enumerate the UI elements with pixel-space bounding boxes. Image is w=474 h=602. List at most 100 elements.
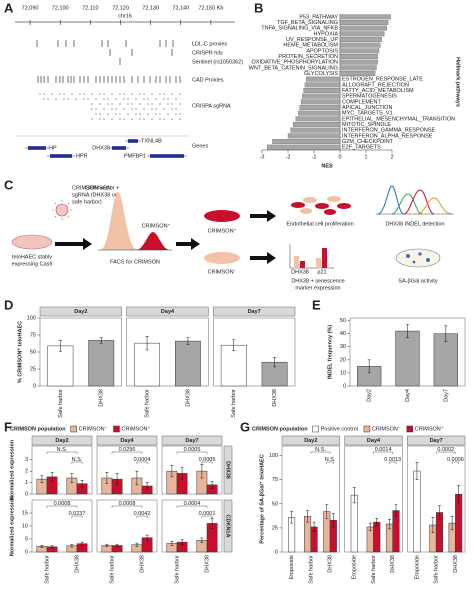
error-bar [394,504,398,517]
x-tick-label: Etoposide [352,555,358,579]
p-value: 0.0008 [119,501,136,507]
x-axis-title: NES [321,163,333,169]
bar [299,105,341,110]
error-bar [135,542,139,547]
significance-bracket [176,451,208,454]
p-value: 0.0013 [384,457,401,463]
error-bar [331,513,335,528]
y-tick-label: 2 [25,469,28,475]
facs-label: CRIMSON⁺ [142,222,171,229]
vector-label: CRIMSON vector + [72,185,119,191]
error-bar [58,340,62,352]
y-axis-title: Normalized expression [9,439,15,500]
error-bar [431,517,435,533]
track-label: CAD Proxies [192,77,224,83]
error-bar [180,539,184,545]
sgrna-dot [143,93,145,95]
y-tick-label: 20 [340,357,346,363]
significance-bracket [201,461,213,464]
x-tick-label: Safe harbor [145,389,151,418]
facet-strip [213,306,296,317]
error-bar [80,480,84,488]
y-tick-label: 25 [272,525,278,531]
x-tick-label: Day4 [405,389,411,402]
legend-swatch [312,425,319,433]
significance-bracket [176,505,208,508]
sgrna-dot [179,93,181,95]
category-label: ESTROGEN_RESPONSE_LATE [342,77,423,83]
sgrna-dot [123,93,125,95]
sgrna-dot [147,98,149,100]
sgrna-dot [111,103,113,105]
category-label: HEME_METABOLISM [283,43,338,49]
sgrna-dot [119,113,121,115]
x-tick-label: Safe harbor [109,555,115,584]
sgrna-dot [43,93,45,95]
sgrna-dot [103,93,105,95]
bar [339,48,380,54]
bar [339,25,387,31]
error-bar [368,522,372,532]
row-label: DHX38 [225,461,231,479]
sgrna-dot [143,98,145,100]
gene-body [28,146,46,150]
x-tick-label: Day2 [367,389,373,402]
x-tick-label: 2 [390,154,393,160]
sgrna-dot [139,113,141,115]
sgrna-dot [79,93,81,95]
bar [272,139,341,144]
cell-icon [11,234,53,250]
p-value: N.S. [325,457,336,463]
bar [339,65,377,71]
category-label: PROTEIN_SECRETION [278,54,338,60]
sgrna-dot [155,98,157,100]
sgrna-dot [151,118,153,120]
facet-label: Day2 [304,438,317,444]
error-bar [210,517,214,529]
bar [373,521,381,553]
category-label: TNFA_SIGNALING_VIA_NFKB [261,26,338,32]
significance-bracket [435,451,456,454]
sgrna-dot [159,113,161,115]
panel-label: E [312,297,321,312]
error-bar [115,473,119,486]
bar [47,345,74,387]
sgrna-dot [115,113,117,115]
sgrna-dot [139,93,141,95]
sgrna-dot [107,103,109,105]
track-label: Genes [192,143,208,149]
sgrna-dot [139,118,141,120]
facs-peak [100,192,138,250]
significance-bracket [111,505,143,508]
error-bar [325,504,329,519]
sgrna-dot [163,98,165,100]
readout-label: marker expression [295,285,340,291]
sgrna-dot [51,93,53,95]
sgrna-dot [87,98,89,100]
error-bar [115,543,119,548]
sgrna-dot [139,103,141,105]
category-label: APOPTOSIS [306,48,338,54]
sgrna-dot [115,98,117,100]
x-tick-label: 72,140 [172,5,189,11]
error-bar [375,518,379,527]
facs-peak [136,232,170,250]
sgrna-dot [95,113,97,115]
sgrna-dot [43,98,45,100]
row-strip [223,445,233,495]
arrow-head [267,252,276,264]
bar [339,71,376,76]
significance-bracket [310,451,331,454]
x-tick-label: DHX38 [328,555,334,573]
x-tick-label: -2 [286,154,291,160]
x-tick-label: 0 [338,154,341,160]
sgrna-dot [151,103,153,105]
sgrna-dot [95,98,97,100]
sgrna-dot [163,108,165,110]
category-label: P53_PATHWAY [299,14,338,20]
x-tick-label: Day7 [443,389,449,402]
bar [298,110,341,116]
facs-title: FACS for CRIMSON [110,259,160,265]
sgrna-dot [103,118,105,120]
significance-bracket [46,505,78,508]
